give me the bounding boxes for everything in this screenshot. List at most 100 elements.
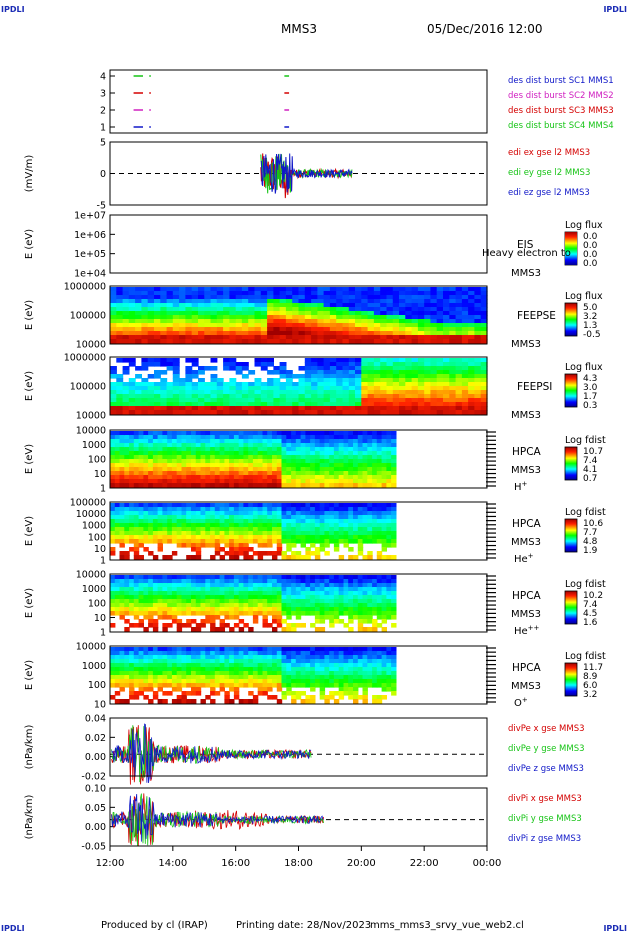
heatmap-cell (279, 335, 287, 340)
heatmap-cell (386, 587, 392, 592)
heatmap-cell (348, 523, 354, 528)
heatmap-cell (152, 503, 159, 508)
heatmap-cell (319, 447, 326, 452)
heatmap-cell (257, 691, 264, 696)
heatmap-cell (223, 390, 230, 395)
heatmap-cell (317, 323, 325, 328)
heatmap-cell (214, 455, 221, 460)
heatmap-cell (367, 323, 375, 328)
heatmap-cell (223, 307, 230, 312)
heatmap-cell (361, 362, 369, 367)
heatmap-cell (411, 335, 419, 340)
heatmap-cell (152, 627, 159, 632)
heatmap-cell (357, 603, 364, 608)
heatmap-cell (248, 483, 254, 488)
heatmap-cell (214, 595, 221, 600)
heatmap-cell (138, 467, 144, 472)
heatmap-cell (399, 299, 406, 304)
heatmap-cell (176, 595, 183, 600)
heatmap-cell (304, 323, 312, 328)
heatmap-cell (285, 386, 293, 391)
heatmap-cell (229, 587, 235, 592)
heatmap-cell (405, 362, 413, 367)
heatmap-cell (248, 331, 256, 336)
heatmap-cell (129, 663, 135, 668)
heatmap-cell (224, 599, 230, 604)
panel-divpe (109, 717, 488, 785)
heatmap-cell (241, 291, 249, 296)
heatmap-cell (361, 410, 369, 415)
heatmap-cell (191, 382, 199, 387)
heatmap-cell (411, 374, 419, 379)
heatmap-cell (348, 447, 354, 452)
heatmap-cell (386, 307, 394, 312)
heatmap-cell (381, 659, 387, 664)
heatmap-cell (248, 503, 254, 508)
heatmap-cell (214, 679, 221, 684)
heatmap-cell (181, 467, 187, 472)
heatmap-cell (443, 319, 450, 324)
heatmap-cell (219, 671, 225, 676)
heatmap-cell (348, 374, 356, 379)
heatmap-cell (319, 675, 326, 680)
heatmap-cell (295, 531, 302, 536)
panel-frame (109, 356, 488, 416)
heatmap-cell (381, 447, 387, 452)
colorbar-fill (565, 232, 577, 265)
heatmap-cell (314, 655, 321, 660)
heatmap-cell (138, 603, 144, 608)
heatmap-cell (343, 455, 349, 460)
heatmap-cell (362, 447, 368, 452)
heatmap-cell (480, 335, 488, 340)
heatmap-cell (276, 523, 283, 528)
heatmap-cell (333, 439, 340, 444)
heatmap-cell (291, 479, 297, 484)
heatmap-cell (291, 463, 297, 468)
heatmap-cell (191, 319, 199, 324)
heatmap-cell (276, 623, 283, 628)
heatmap-cell (254, 382, 262, 387)
heatmap-cell (376, 451, 383, 456)
heatmap-cell (195, 543, 202, 548)
heatmap-cell (468, 390, 475, 395)
heatmap-cell (195, 439, 202, 444)
heatmap-cell (424, 307, 432, 312)
heatmap-cell (262, 451, 268, 456)
heatmap-cell (298, 315, 306, 320)
heatmap-cell (295, 459, 302, 464)
heatmap-cell (436, 386, 444, 391)
heatmap-cell (238, 551, 245, 556)
heatmap-cell (329, 607, 335, 612)
heatmap-cell (195, 531, 202, 536)
heatmap-cell (380, 362, 388, 367)
heatmap-cell (267, 595, 273, 600)
heatmap-cell (186, 591, 192, 596)
heatmap-cell (314, 519, 321, 524)
heatmap-cell (229, 394, 237, 399)
heatmap-cell (119, 647, 125, 652)
heatmap-cell (138, 687, 144, 692)
heatmap-cell (154, 303, 161, 308)
colorbar-tick-label: 4.3 (583, 374, 597, 384)
heatmap-cell (248, 319, 256, 324)
y-tick-label: 10 (94, 544, 106, 555)
heatmap-cell (195, 435, 202, 440)
heatmap-cell (186, 623, 192, 628)
heatmap-cell (324, 503, 330, 508)
heatmap-cell (133, 507, 140, 512)
heatmap-cell (286, 659, 292, 664)
heatmap-cell (353, 691, 359, 696)
heatmap-cell (119, 651, 125, 656)
heatmap-cell (386, 431, 392, 436)
heatmap-cell (191, 575, 197, 580)
heatmap-cell (235, 406, 243, 411)
heatmap-cell (252, 607, 259, 612)
heatmap-cell (119, 675, 125, 680)
heatmap-cell (233, 463, 240, 468)
heatmap-cell (260, 331, 268, 336)
heatmap-cell (110, 315, 117, 320)
heatmap-cell (147, 382, 155, 387)
heatmap-cell (205, 507, 211, 512)
heatmap-cell (353, 447, 359, 452)
heatmap-cell (353, 455, 359, 460)
